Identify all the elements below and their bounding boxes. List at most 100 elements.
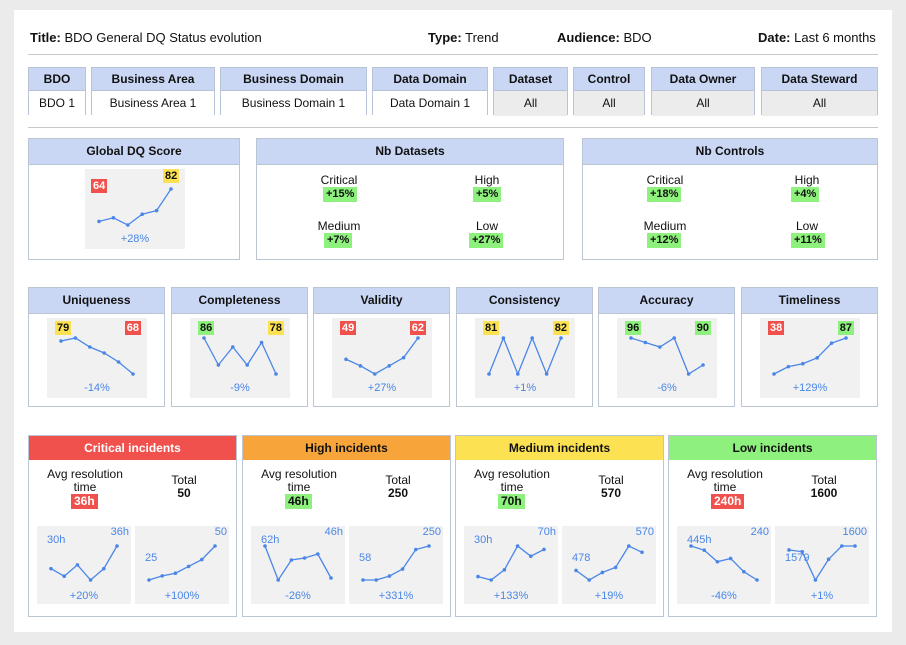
sparkline-point	[815, 356, 819, 360]
sparkline-point	[559, 336, 563, 340]
sparkline-point	[102, 566, 106, 571]
sparkline-svg	[147, 544, 217, 582]
change-percent: +19%	[594, 590, 624, 602]
sparkline-point	[154, 208, 159, 213]
sparkline-point	[476, 574, 480, 579]
card-title: Uniqueness	[29, 288, 164, 314]
incident-card-critical: Critical incidents Avg resolution time 3…	[28, 435, 237, 617]
sparkline-point	[840, 544, 844, 548]
total-label: Total	[385, 473, 411, 487]
filter-bdo[interactable]: BDO BDO 1	[28, 67, 86, 116]
total-value: 570	[600, 486, 622, 500]
divider	[28, 127, 878, 128]
filter-data-owner[interactable]: Data Owner All	[651, 67, 755, 116]
sparkline-point	[600, 570, 605, 575]
end-value: 240	[750, 526, 769, 538]
medium-value: +12%	[647, 233, 682, 248]
total-value: 50	[177, 486, 191, 500]
avg-resolution-label: Avg resolution time	[474, 467, 550, 494]
sparkline-point	[160, 574, 164, 578]
sparkline-svg	[263, 544, 333, 582]
header-date: Date: Last 6 months	[758, 30, 876, 45]
high-label: High	[794, 173, 820, 187]
card-title: Consistency	[457, 288, 592, 314]
sparkline-point	[387, 364, 391, 368]
sparkline-point	[502, 568, 507, 572]
sparkline-point	[516, 372, 520, 376]
change-percent: -14%	[84, 382, 110, 394]
filter-business-domain[interactable]: Business Domain Business Domain 1	[220, 67, 367, 116]
change-percent: +331%	[378, 590, 414, 602]
sparkline-point	[344, 357, 348, 362]
total-label: Total	[598, 473, 624, 487]
sparkline-line	[203, 337, 277, 375]
divider	[28, 54, 878, 55]
filter-data-steward[interactable]: Data Steward All	[761, 67, 878, 116]
sparkline-point	[686, 372, 691, 376]
sparkline-point	[574, 568, 578, 573]
change-percent: +1%	[513, 382, 537, 394]
sparkline-svg	[629, 336, 705, 376]
incident-title: Medium incidents	[456, 436, 663, 460]
sparkline-point	[97, 219, 101, 224]
start-value: 1579	[785, 552, 810, 564]
sparkline-point	[200, 557, 204, 562]
low-value: +27%	[469, 233, 504, 248]
dimension-card-consistency: Consistency 81 82 +1%	[456, 287, 593, 407]
incident-count-sparkline: 1579 1600 +1%	[775, 526, 869, 604]
sparkline-point	[853, 544, 857, 548]
sparkline-point	[658, 345, 662, 349]
sparkline-point	[62, 574, 66, 579]
card-title: Nb Datasets	[257, 139, 563, 165]
sparkline-point	[643, 340, 648, 345]
sparkline-line	[788, 545, 855, 582]
filter-control[interactable]: Control All	[573, 67, 645, 116]
incident-count-sparkline: 25 50 +100%	[135, 526, 229, 604]
sparkline-point	[787, 548, 791, 552]
sparkline-point	[245, 363, 249, 367]
dimension-card-accuracy: Accuracy 96 90 -6%	[598, 287, 735, 407]
sparkline-point	[115, 544, 119, 548]
nb-datasets-card: Nb Datasets Critical +15% High +5% Mediu…	[256, 138, 564, 260]
start-value-tag: 86	[198, 321, 215, 335]
sparkline-line	[60, 337, 134, 375]
sparkline-point	[140, 212, 144, 216]
avg-resolution-label: Avg resolution time	[687, 467, 763, 494]
filter-data-domain[interactable]: Data Domain Data Domain 1	[372, 67, 488, 116]
incident-title: High incidents	[243, 436, 450, 460]
sparkline-line	[575, 545, 643, 581]
sparkline-point	[213, 544, 217, 548]
header-title: Title: BDO General DQ Status evolution	[30, 30, 262, 45]
resolution-time-sparkline: 30h 70h +133%	[464, 526, 558, 604]
change-percent: +1%	[810, 590, 834, 602]
high-value: +5%	[473, 187, 502, 202]
sparkline-line	[477, 545, 545, 581]
change-percent: +28%	[120, 233, 150, 245]
sparkline-point	[772, 372, 776, 376]
sparkline-point	[173, 571, 178, 575]
sparkline-svg	[361, 544, 431, 582]
low-label: Low	[475, 219, 498, 233]
total-value: 250	[387, 486, 409, 500]
sparkline-point	[259, 340, 264, 345]
sparkline-point	[627, 544, 631, 548]
filter-dataset[interactable]: Dataset All	[493, 67, 568, 116]
filter-business-area[interactable]: Business Area Business Area 1	[91, 67, 215, 116]
start-value: 478	[572, 552, 591, 564]
dimension-sparkline: 96 90 -6%	[617, 318, 717, 398]
sparkline-point	[529, 554, 533, 558]
resolution-time-sparkline: 445h 240 -46%	[677, 526, 771, 604]
start-value-tag: 38	[768, 321, 785, 335]
avg-resolution-label: Avg resolution time	[261, 467, 337, 494]
incident-count-sparkline: 478 570 +19%	[562, 526, 656, 604]
start-value-tag: 96	[625, 321, 642, 335]
avg-resolution-value: 70h	[498, 494, 525, 509]
sparkline-point	[358, 364, 363, 368]
resolution-time-sparkline: 30h 36h +20%	[37, 526, 131, 604]
sparkline-svg	[59, 336, 135, 376]
start-value-tag: 81	[483, 321, 500, 335]
sparkline-point	[216, 363, 221, 367]
sparkline-point	[401, 355, 406, 360]
total-label: Total	[811, 473, 837, 487]
end-value: 250	[422, 526, 441, 538]
